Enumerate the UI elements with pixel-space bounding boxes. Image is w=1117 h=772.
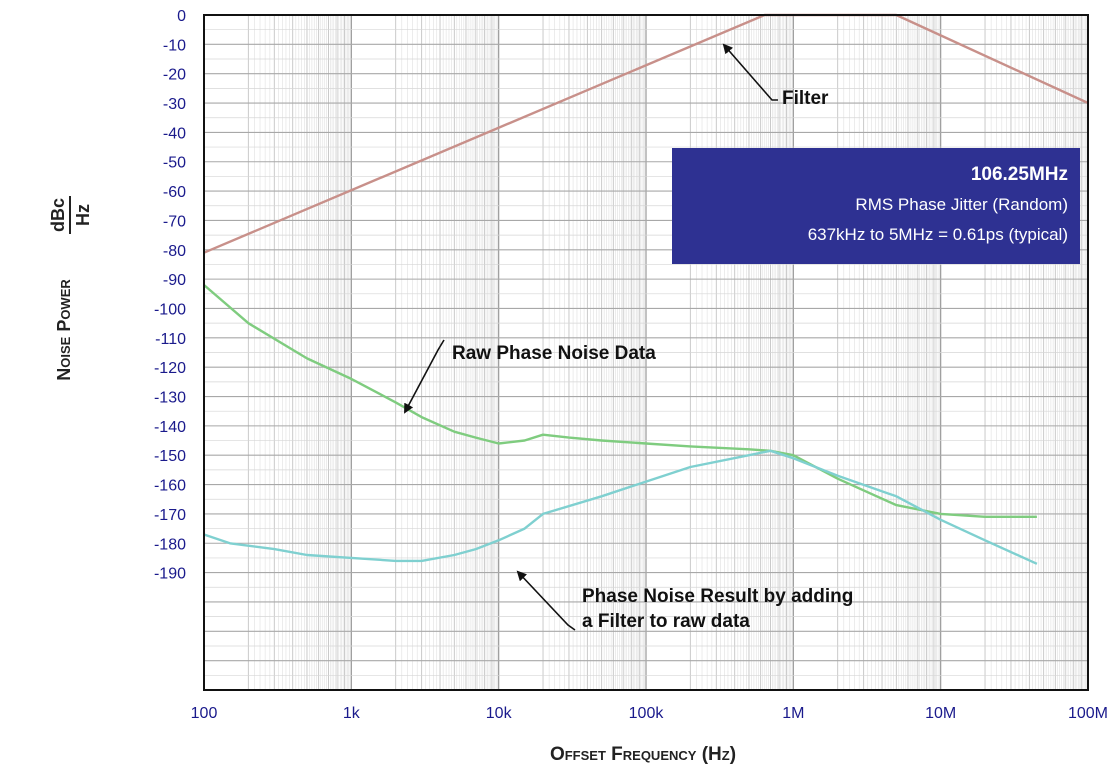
annotation-filter-arrow (722, 43, 778, 101)
y-tick-label: -30 (163, 96, 186, 113)
annotation-raw-label: Raw Phase Noise Data (452, 343, 656, 364)
annotation-filter-label: Filter (782, 88, 829, 109)
y-tick-label: -110 (155, 331, 186, 348)
y-axis-title: Noise Power (54, 279, 74, 381)
y-axis-unit-numerator: dBc (48, 198, 68, 232)
x-axis-title: Offset Frequency (Hz) (550, 744, 736, 765)
y-tick-label: -100 (154, 301, 186, 318)
y-tick-label: -160 (154, 478, 186, 495)
y-tick-label: -40 (163, 125, 186, 142)
x-tick-label: 1k (343, 705, 361, 722)
x-tick-label: 10M (925, 705, 956, 722)
annotation-filter: Filter (722, 43, 829, 109)
y-axis-title-group: Noise Power dBc Hz (48, 196, 93, 381)
series-line-result (203, 449, 1038, 565)
series-line-raw (203, 284, 1037, 518)
annotation-raw: Raw Phase Noise Data (404, 339, 656, 414)
x-tick-label: 100 (191, 705, 218, 722)
annotation-raw-arrow (404, 339, 445, 414)
y-tick-label: -130 (154, 390, 186, 407)
info-box: 106.25MHz RMS Phase Jitter (Random) 637k… (672, 148, 1080, 264)
y-tick-label: -120 (154, 360, 186, 377)
y-tick-label: -80 (163, 243, 186, 260)
y-tick-labels: 0 -10 -20 -30 -40 -50 -60 -70 -80 -90 -100 -110 -120… (154, 8, 186, 583)
annotation-result: Phase Noise Result by adding a Filter to… (516, 570, 853, 632)
y-tick-label: -10 (163, 37, 186, 54)
grid (203, 14, 1088, 691)
y-tick-label: -170 (154, 507, 186, 524)
x-tick-label: 1M (782, 705, 804, 722)
y-tick-label: -140 (154, 419, 186, 436)
info-box-line-2: 637kHz to 5MHz = 0.61ps (typical) (808, 225, 1068, 244)
y-tick-label: -90 (163, 272, 186, 289)
y-tick-label: 0 (177, 8, 186, 25)
y-tick-label: -150 (154, 448, 186, 465)
annotation-result-arrow (516, 570, 576, 631)
x-tick-label: 100M (1068, 705, 1108, 722)
annotation-result-label-1: Phase Noise Result by adding (582, 586, 853, 607)
plot-frame (203, 14, 1089, 691)
info-box-title: 106.25MHz (971, 164, 1068, 185)
y-tick-label: -180 (154, 536, 186, 553)
y-tick-label: -60 (163, 184, 186, 201)
y-axis-unit-denominator: Hz (73, 204, 93, 226)
y-tick-label: -190 (154, 566, 186, 583)
info-box-background (672, 148, 1080, 264)
x-tick-label: 100k (629, 705, 665, 722)
annotation-result-label-2: a Filter to raw data (582, 611, 750, 632)
info-box-line-1: RMS Phase Jitter (Random) (855, 195, 1068, 214)
x-tick-label: 10k (486, 705, 513, 722)
x-tick-labels: 100 1k 10k 100k 1M 10M 100M (191, 705, 1108, 722)
y-tick-label: -50 (163, 155, 186, 172)
y-tick-label: -20 (163, 67, 186, 84)
y-tick-label: -70 (163, 213, 186, 230)
